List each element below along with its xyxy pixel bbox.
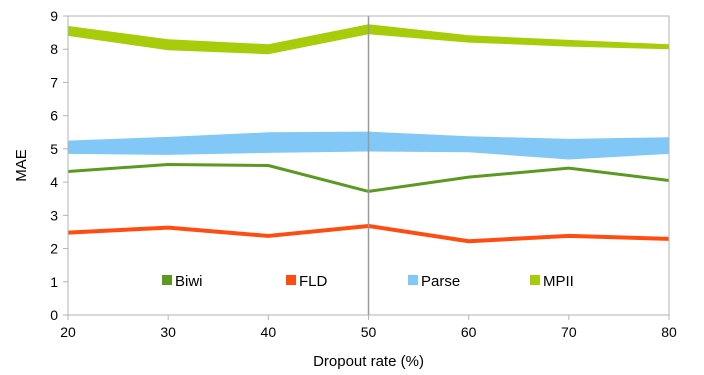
x-tick-label: 80 <box>661 324 677 340</box>
series-mpii-band <box>68 24 669 55</box>
x-axis: 20 30 40 50 60 70 80 <box>60 315 677 340</box>
y-tick-label: 9 <box>50 8 58 24</box>
x-tick-label: 40 <box>261 324 277 340</box>
y-tick-label: 0 <box>50 307 58 323</box>
y-tick-label: 4 <box>50 174 58 190</box>
legend-label-parse: Parse <box>421 273 460 290</box>
x-axis-label: Dropout rate (%) <box>313 353 424 370</box>
x-tick-label: 50 <box>361 324 377 340</box>
y-axis-label: MAE <box>13 149 30 182</box>
y-tick-label: 6 <box>50 108 58 124</box>
y-tick-label: 3 <box>50 207 58 223</box>
y-tick-label: 5 <box>50 141 58 157</box>
legend-label-mpii: MPII <box>543 273 574 290</box>
x-tick-label: 70 <box>561 324 577 340</box>
legend-swatch-biwi <box>162 275 172 285</box>
y-tick-label: 1 <box>50 274 58 290</box>
y-axis: 0 1 2 3 4 5 6 7 8 9 <box>50 8 68 323</box>
legend-swatch-mpii <box>530 275 540 285</box>
y-tick-label: 7 <box>50 74 58 90</box>
legend: Biwi FLD Parse MPII <box>162 273 574 290</box>
legend-swatch-fld <box>286 275 296 285</box>
legend-label-biwi: Biwi <box>175 273 203 290</box>
legend-label-fld: FLD <box>299 273 328 290</box>
legend-swatch-parse <box>408 275 418 285</box>
x-tick-label: 60 <box>461 324 477 340</box>
x-tick-label: 30 <box>160 324 176 340</box>
x-tick-label: 20 <box>60 324 76 340</box>
y-tick-label: 8 <box>50 41 58 57</box>
y-tick-label: 2 <box>50 241 58 257</box>
